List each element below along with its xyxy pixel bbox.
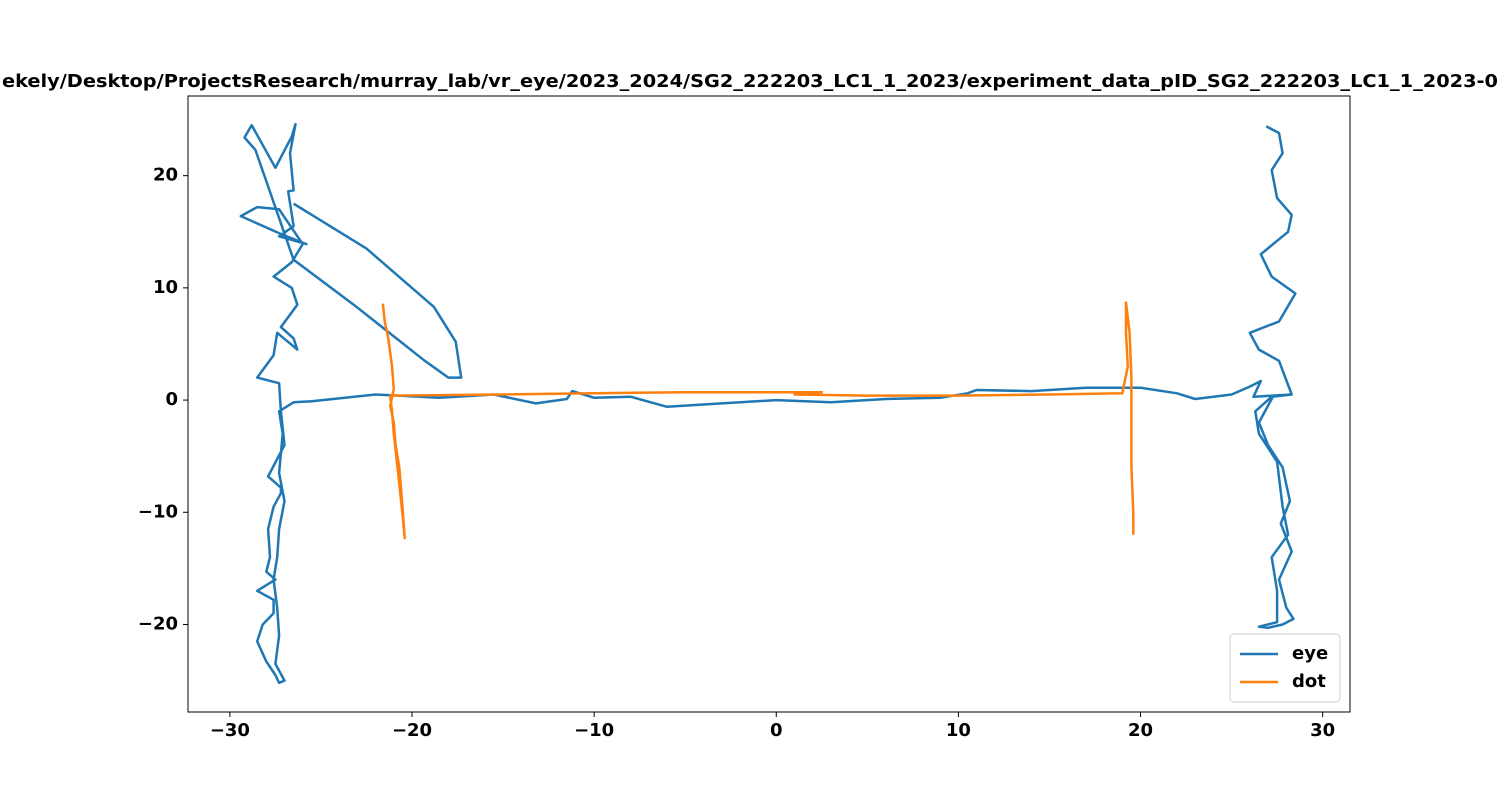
data-line	[381, 301, 1135, 540]
data-line	[239, 122, 1297, 685]
x-tick-label: −10	[574, 720, 614, 741]
plot-frame	[187, 95, 1351, 713]
x-tick-label: 30	[1310, 720, 1335, 741]
legend: eye dot	[1229, 633, 1341, 703]
y-tick-label: 10	[153, 277, 178, 298]
y-tick-label: 20	[153, 165, 178, 186]
x-tick-label: 20	[1128, 720, 1153, 741]
legend-label: eye	[1292, 643, 1328, 664]
chart-title: ekely/Desktop/ProjectsResearch/murray_la…	[2, 71, 1498, 92]
x-tick-label: 0	[770, 720, 783, 741]
y-tick-label: −10	[138, 501, 178, 522]
legend-label: dot	[1292, 671, 1326, 692]
x-tick-label: −20	[392, 720, 432, 741]
y-tick-label: −20	[138, 613, 178, 634]
x-tick-label: 10	[946, 720, 971, 741]
legend-box	[1229, 633, 1341, 703]
y-tick-label: 0	[165, 389, 178, 410]
x-tick-label: −30	[210, 720, 250, 741]
